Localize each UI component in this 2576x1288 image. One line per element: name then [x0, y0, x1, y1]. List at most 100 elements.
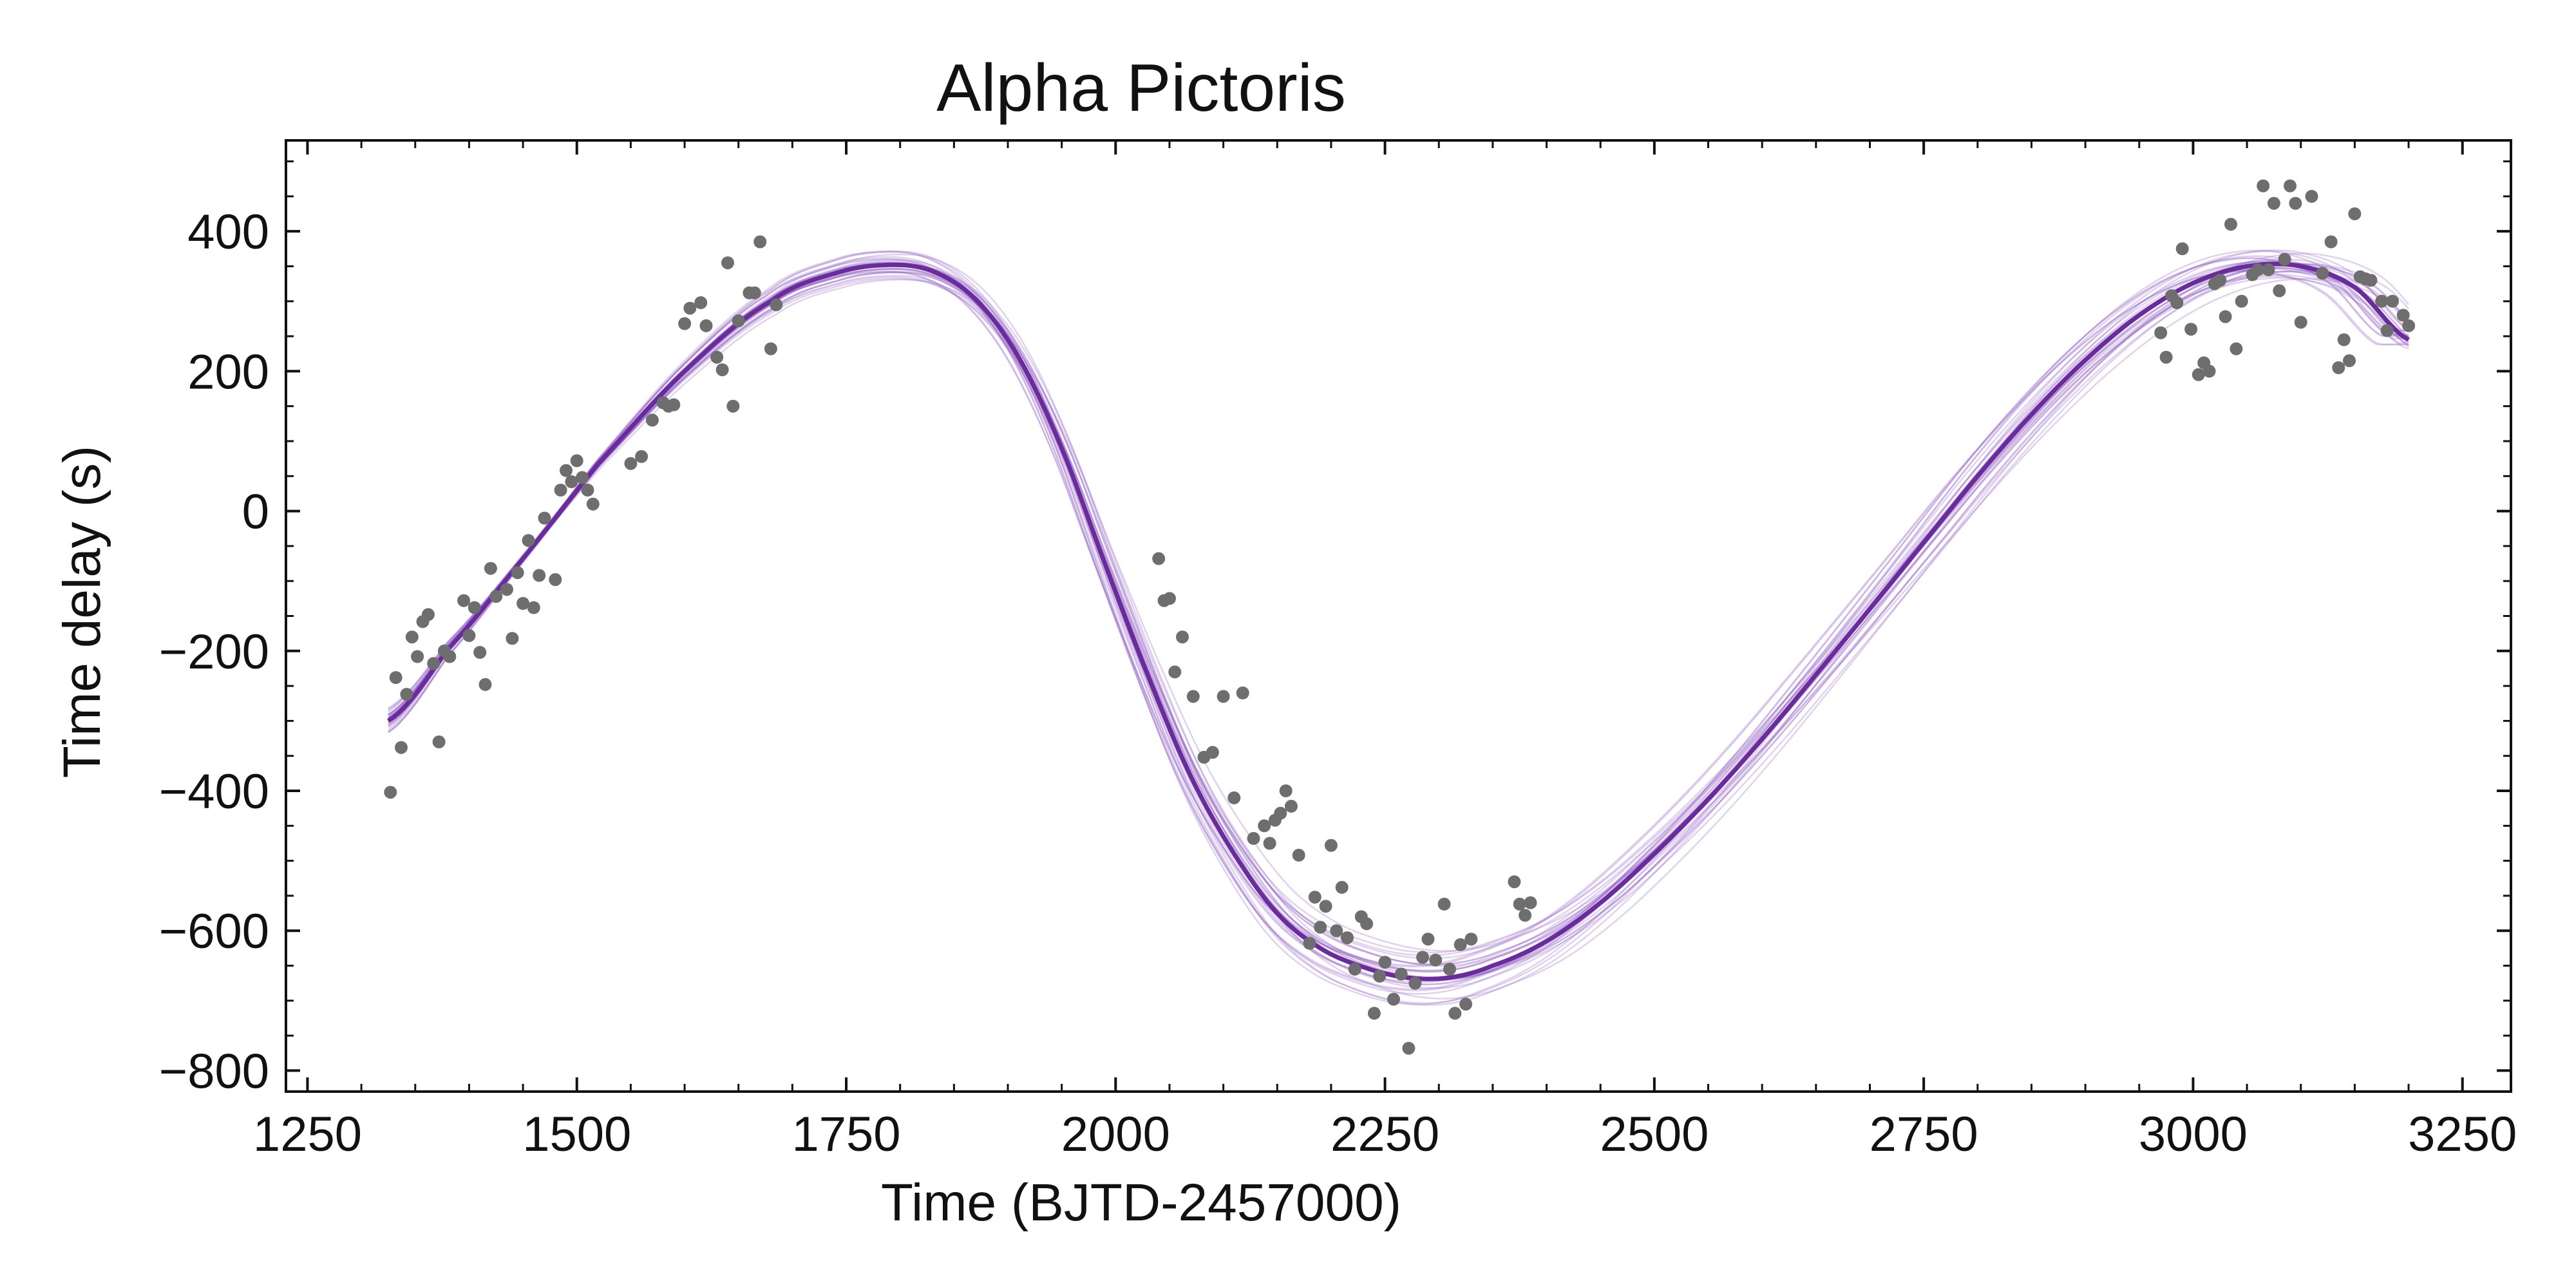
data-point [478, 677, 492, 691]
data-point [2154, 326, 2168, 339]
data-point [1508, 875, 1521, 889]
data-point [770, 298, 783, 312]
data-point [1206, 746, 1219, 759]
data-point [2305, 189, 2318, 203]
data-point [2170, 296, 2184, 309]
data-point [516, 597, 530, 610]
data-point [489, 590, 503, 603]
model-sample-line [388, 278, 2410, 952]
data-point [2273, 284, 2286, 298]
data-point [1402, 1041, 1416, 1055]
data-point [1285, 799, 1298, 813]
data-point [411, 650, 424, 663]
model-sample-line [388, 277, 2409, 954]
y-axis-title: Time delay (s) [53, 446, 111, 778]
data-point [389, 671, 402, 685]
data-point [484, 562, 497, 575]
data-point [586, 497, 600, 511]
x-tick-label: 2250 [1331, 1107, 1439, 1162]
x-tick-label: 2750 [1870, 1107, 1978, 1162]
data-point [645, 413, 659, 427]
data-point [2284, 179, 2297, 193]
data-point [1324, 838, 1338, 852]
data-point [753, 235, 767, 249]
data-point [2278, 252, 2291, 266]
data-point [2219, 310, 2232, 323]
data-point [2224, 218, 2237, 231]
data-point [1176, 630, 1189, 644]
data-point [538, 511, 551, 525]
data-point [565, 475, 578, 488]
data-point [2402, 319, 2416, 332]
data-point [694, 296, 708, 309]
model-sample-line [388, 261, 2409, 983]
data-point [2332, 361, 2345, 374]
data-point [1443, 962, 1456, 976]
data-point [1279, 784, 1293, 797]
data-point [2348, 207, 2362, 220]
data-point [473, 646, 487, 659]
model-sample-line [388, 252, 2410, 999]
data-point [1308, 891, 1321, 904]
model-sample-line [388, 270, 2410, 967]
data-point [2364, 274, 2378, 287]
data-point [1274, 806, 1287, 820]
data-point [384, 786, 397, 799]
data-point [2337, 333, 2351, 346]
data-point [1454, 938, 1467, 951]
data-point [764, 342, 777, 355]
model-sample-line [388, 267, 2409, 972]
data-points [384, 179, 2416, 1055]
data-point [1303, 936, 1316, 950]
x-tick-label: 1750 [791, 1107, 900, 1162]
data-point [468, 601, 481, 614]
data-point [1263, 837, 1276, 850]
data-point [2324, 235, 2338, 249]
data-point [1524, 896, 1537, 909]
x-tick-label: 3250 [2408, 1107, 2517, 1162]
data-point [1292, 848, 1305, 862]
data-point [1186, 690, 1200, 703]
data-point [421, 608, 435, 621]
data-point [1236, 687, 1249, 699]
data-point [715, 363, 729, 377]
data-point [2375, 294, 2389, 308]
data-point [560, 464, 573, 477]
y-tick-label: −800 [159, 1044, 269, 1099]
data-point [2262, 263, 2275, 276]
x-tick-label: 1500 [522, 1107, 631, 1162]
data-point [1394, 967, 1408, 981]
data-point [2159, 350, 2173, 364]
data-point [1217, 690, 1230, 703]
data-point [500, 583, 513, 596]
data-point [1519, 909, 1532, 922]
data-point [462, 629, 476, 642]
data-point [2175, 242, 2189, 256]
data-point [1387, 992, 1400, 1006]
data-point [699, 319, 713, 332]
data-point [457, 594, 471, 607]
data-point [721, 256, 734, 270]
y-tick-label: −600 [159, 904, 269, 959]
data-point [395, 741, 408, 754]
model-sample-line [388, 270, 2409, 965]
data-point [1367, 1007, 1381, 1020]
data-point [1335, 880, 1349, 894]
y-tick-label: 200 [187, 345, 269, 399]
data-point [2294, 316, 2307, 329]
data-point [1247, 831, 1260, 845]
data-point [2192, 368, 2205, 381]
data-point [2202, 365, 2216, 378]
data-point [1168, 665, 1182, 679]
data-point [1408, 976, 1422, 990]
data-point [2213, 274, 2227, 287]
x-tick-label: 2500 [1600, 1107, 1709, 1162]
data-point [554, 484, 567, 497]
data-point [726, 399, 740, 413]
y-tick-label: 0 [242, 485, 269, 540]
data-point [667, 398, 681, 412]
data-point [1437, 897, 1451, 911]
data-point [1330, 924, 1343, 938]
data-point [732, 314, 745, 328]
